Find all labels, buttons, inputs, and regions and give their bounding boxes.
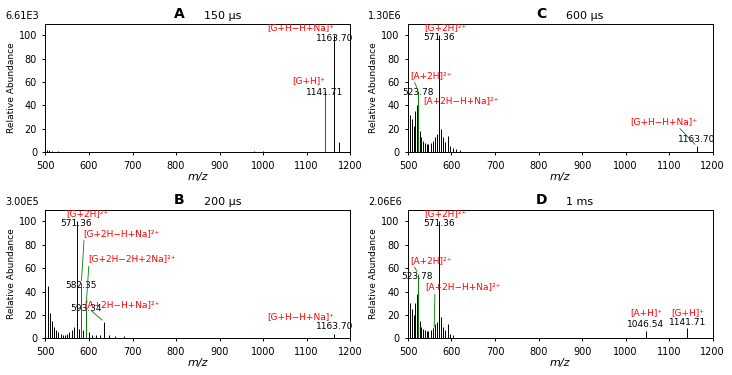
- Text: [G+H−H+Na]⁺: [G+H−H+Na]⁺: [630, 117, 697, 126]
- Text: [G+2H]²⁺: [G+2H]²⁺: [425, 209, 467, 218]
- Text: B: B: [173, 193, 184, 207]
- Text: 1163.70: 1163.70: [679, 135, 716, 144]
- Text: [A+2H−H+Na]²⁺: [A+2H−H+Na]²⁺: [85, 300, 160, 309]
- Text: A: A: [173, 7, 184, 21]
- Text: 1163.70: 1163.70: [315, 322, 353, 332]
- Text: 1 ms: 1 ms: [567, 197, 594, 207]
- Text: [G+2H]²⁺: [G+2H]²⁺: [67, 209, 108, 218]
- Text: [A+2H]²⁺: [A+2H]²⁺: [410, 256, 452, 265]
- Text: 200 μs: 200 μs: [204, 197, 242, 207]
- Text: [A+H]⁺: [A+H]⁺: [630, 308, 662, 317]
- Text: [A+2H−H+Na]²⁺: [A+2H−H+Na]²⁺: [423, 96, 498, 105]
- X-axis label: m/z: m/z: [187, 358, 208, 368]
- Text: [A+2H−H+Na]²⁺: [A+2H−H+Na]²⁺: [425, 282, 501, 291]
- Text: 6.61E3: 6.61E3: [6, 11, 40, 21]
- Text: 150 μs: 150 μs: [204, 11, 242, 21]
- Text: 523.78: 523.78: [402, 88, 433, 97]
- Text: 600 μs: 600 μs: [567, 11, 604, 21]
- Y-axis label: Relative Abundance: Relative Abundance: [7, 42, 16, 133]
- Text: 1046.54: 1046.54: [627, 320, 665, 329]
- Text: 1163.70: 1163.70: [315, 34, 353, 43]
- Text: 3.00E5: 3.00E5: [6, 197, 40, 207]
- Text: C: C: [536, 7, 546, 21]
- X-axis label: m/z: m/z: [550, 358, 571, 368]
- Text: 571.36: 571.36: [423, 219, 455, 228]
- Text: 1141.71: 1141.71: [669, 318, 706, 327]
- Text: [G+H]⁺: [G+H]⁺: [292, 76, 325, 86]
- Text: 1.30E6: 1.30E6: [368, 11, 402, 21]
- Y-axis label: Relative Abundance: Relative Abundance: [370, 229, 378, 320]
- Text: D: D: [536, 193, 548, 207]
- Text: [G+H−H+Na]⁺: [G+H−H+Na]⁺: [267, 312, 335, 321]
- X-axis label: m/z: m/z: [550, 172, 571, 182]
- Text: [G+2H]²⁺: [G+2H]²⁺: [425, 23, 467, 32]
- Text: 571.36: 571.36: [61, 219, 92, 228]
- Text: [A+2H]²⁺: [A+2H]²⁺: [410, 71, 452, 80]
- Text: 523.78: 523.78: [401, 272, 433, 280]
- Text: [G+H−H+Na]⁺: [G+H−H+Na]⁺: [267, 23, 335, 32]
- X-axis label: m/z: m/z: [187, 172, 208, 182]
- Text: 1141.71: 1141.71: [306, 88, 343, 97]
- Text: 582.35: 582.35: [66, 281, 97, 290]
- Text: 593.34: 593.34: [70, 304, 102, 313]
- Text: [G+2H−H+Na]²⁺: [G+2H−H+Na]²⁺: [83, 229, 159, 238]
- Text: 571.36: 571.36: [423, 33, 455, 42]
- Text: 2.06E6: 2.06E6: [368, 197, 402, 207]
- Y-axis label: Relative Abundance: Relative Abundance: [370, 42, 378, 133]
- Text: [G+2H−2H+2Na]²⁺: [G+2H−2H+2Na]²⁺: [88, 255, 176, 264]
- Text: [G+H]⁺: [G+H]⁺: [671, 308, 704, 317]
- Y-axis label: Relative Abundance: Relative Abundance: [7, 229, 16, 320]
